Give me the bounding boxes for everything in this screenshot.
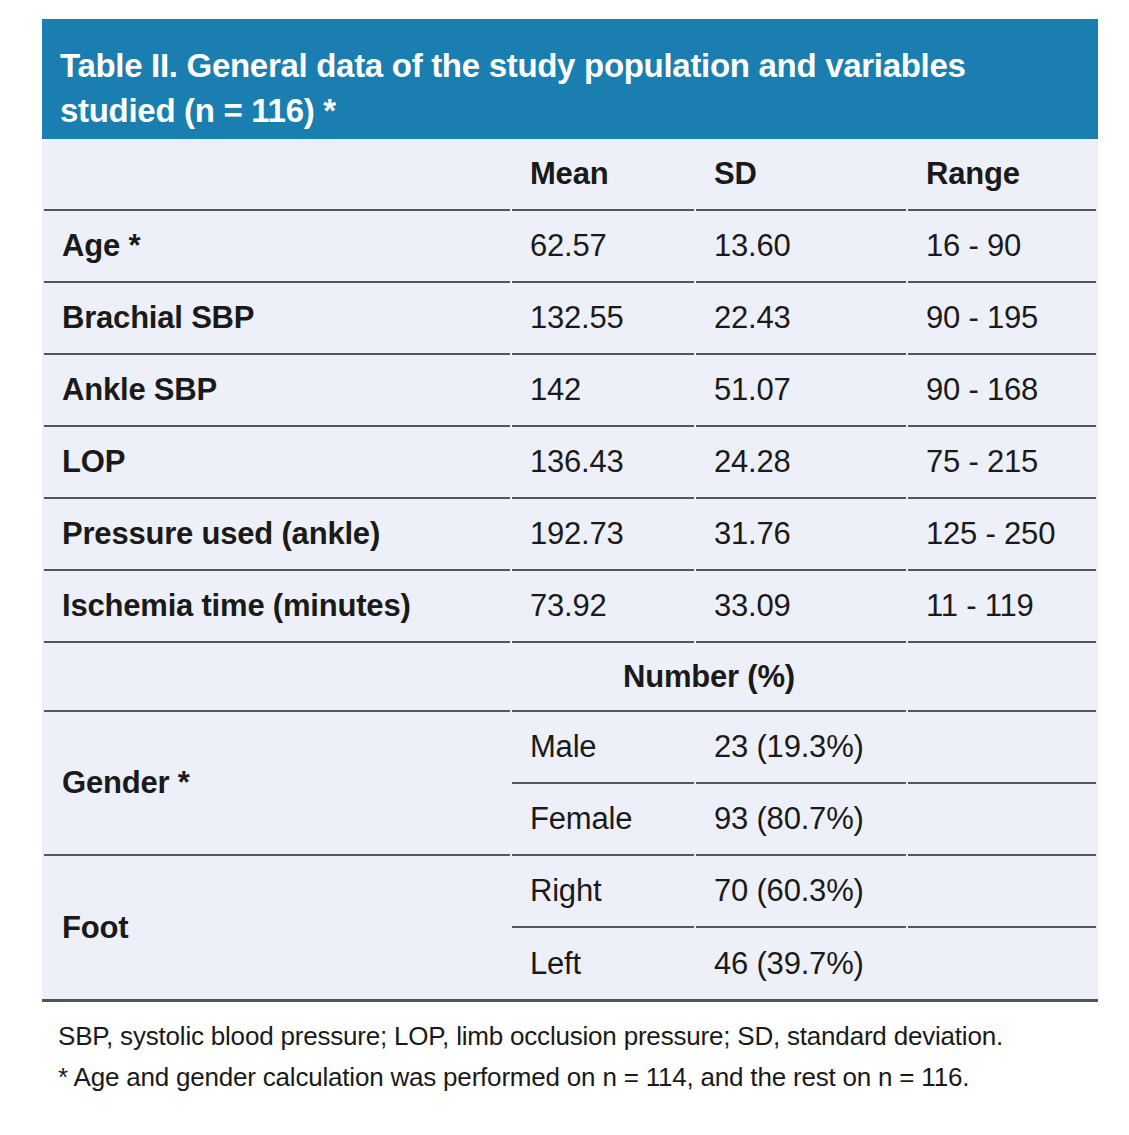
table-row-foot-right: Foot Right 70 (60.3%) [44, 856, 1096, 928]
cell-sd: 24.28 [696, 427, 906, 499]
column-header-empty [44, 139, 510, 211]
table-row-ischemia-time: Ischemia time (minutes) 73.92 33.09 11 -… [44, 571, 1096, 643]
cell-mean: 142 [512, 355, 694, 427]
row-label: Brachial SBP [44, 283, 510, 355]
section-header-number-percent: Number (%) [512, 643, 906, 712]
cell-empty [908, 712, 1096, 784]
cell-sd: 51.07 [696, 355, 906, 427]
column-header-row: Mean SD Range [44, 139, 1096, 211]
table-footnotes: SBP, systolic blood pressure; LOP, limb … [42, 1016, 1098, 1098]
column-header-sd: SD [696, 139, 906, 211]
cell-range: 75 - 215 [908, 427, 1096, 499]
section-header-row: Number (%) [44, 643, 1096, 712]
table-card: Table II. General data of the study popu… [42, 19, 1098, 1098]
table-title: Table II. General data of the study popu… [60, 43, 1064, 133]
table-row-pressure-used: Pressure used (ankle) 192.73 31.76 125 -… [44, 499, 1096, 571]
table-row-lop: LOP 136.43 24.28 75 - 215 [44, 427, 1096, 499]
cell-range: 16 - 90 [908, 211, 1096, 283]
cell-item-value: 70 (60.3%) [696, 856, 906, 928]
column-header-mean: Mean [512, 139, 694, 211]
cell-item-name: Right [512, 856, 694, 928]
cell-range: 11 - 119 [908, 571, 1096, 643]
row-label: Age * [44, 211, 510, 283]
page: Table II. General data of the study popu… [0, 0, 1129, 1135]
cell-sd: 33.09 [696, 571, 906, 643]
footnote-asterisk: * Age and gender calculation was perform… [58, 1057, 1098, 1098]
group-label-gender: Gender * [44, 712, 510, 856]
table-row-gender-male: Gender * Male 23 (19.3%) [44, 712, 1096, 784]
cell-empty [908, 856, 1096, 928]
cell-item-value: 46 (39.7%) [696, 928, 906, 999]
cell-mean: 73.92 [512, 571, 694, 643]
cell-empty [908, 784, 1096, 856]
cell-mean: 136.43 [512, 427, 694, 499]
row-label: Pressure used (ankle) [44, 499, 510, 571]
row-label: Ischemia time (minutes) [44, 571, 510, 643]
group-label-foot: Foot [44, 856, 510, 999]
cell-item-name: Female [512, 784, 694, 856]
table-row-ankle-sbp: Ankle SBP 142 51.07 90 - 168 [44, 355, 1096, 427]
table-row-age: Age * 62.57 13.60 16 - 90 [44, 211, 1096, 283]
cell-item-name: Male [512, 712, 694, 784]
cell-range: 125 - 250 [908, 499, 1096, 571]
cell-empty [908, 928, 1096, 999]
data-table: Mean SD Range Age * 62.57 13.60 16 - 90 … [42, 139, 1098, 1002]
section-header-empty-left [44, 643, 510, 712]
cell-sd: 13.60 [696, 211, 906, 283]
row-label: Ankle SBP [44, 355, 510, 427]
table-title-band: Table II. General data of the study popu… [42, 19, 1098, 139]
footnote-abbreviations: SBP, systolic blood pressure; LOP, limb … [58, 1016, 1098, 1057]
cell-mean: 192.73 [512, 499, 694, 571]
cell-range: 90 - 195 [908, 283, 1096, 355]
cell-item-value: 93 (80.7%) [696, 784, 906, 856]
table-row-brachial-sbp: Brachial SBP 132.55 22.43 90 - 195 [44, 283, 1096, 355]
cell-item-name: Left [512, 928, 694, 999]
row-label: LOP [44, 427, 510, 499]
cell-sd: 22.43 [696, 283, 906, 355]
cell-mean: 62.57 [512, 211, 694, 283]
cell-range: 90 - 168 [908, 355, 1096, 427]
cell-item-value: 23 (19.3%) [696, 712, 906, 784]
section-header-empty-right [908, 643, 1096, 712]
column-header-range: Range [908, 139, 1096, 211]
cell-mean: 132.55 [512, 283, 694, 355]
cell-sd: 31.76 [696, 499, 906, 571]
